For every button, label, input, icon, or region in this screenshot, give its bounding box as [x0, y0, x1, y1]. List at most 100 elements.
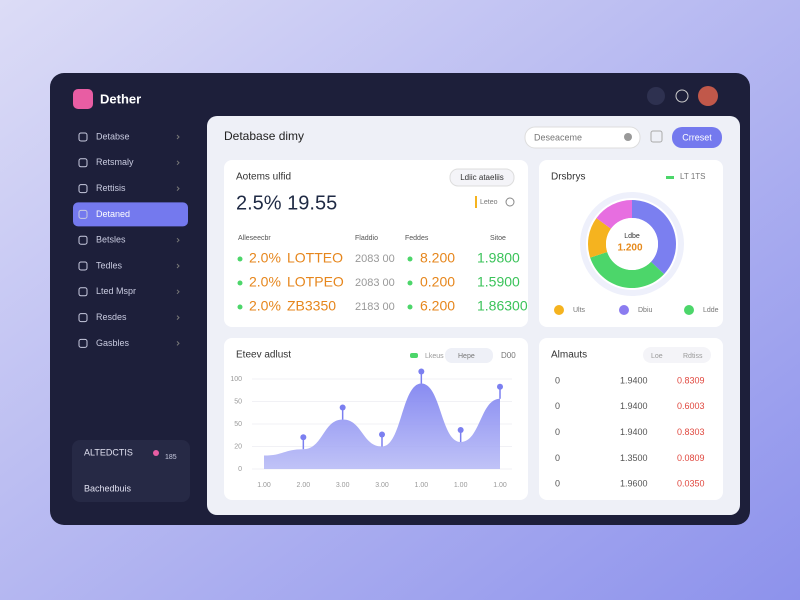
page-title: Detabase dimy: [224, 129, 304, 143]
nav-item[interactable]: Gasbles: [96, 338, 130, 348]
x-tick-label: 3.00: [375, 482, 389, 489]
nav-item[interactable]: Tedles: [96, 260, 123, 270]
primary-button[interactable]: [672, 127, 722, 148]
chevron: [176, 263, 180, 269]
card-title: Aotems ulfid: [236, 172, 291, 183]
donut-center-value: 1.200: [617, 243, 642, 254]
cell: 1.9600: [620, 479, 648, 489]
cell: 0.8303: [677, 427, 705, 437]
cell: 0.0809: [677, 453, 705, 463]
chevron: [176, 237, 180, 243]
nav-icon: [78, 209, 88, 219]
nav-item[interactable]: Detaned: [96, 209, 130, 219]
cell: 1.9400: [620, 427, 648, 437]
chevron: [176, 134, 180, 140]
nav-item[interactable]: Rettisis: [96, 183, 126, 193]
cell: 6.200: [420, 298, 455, 314]
legend-label: Ults: [573, 307, 586, 314]
icon-button[interactable]: [675, 89, 689, 103]
cell: 1.9800: [477, 250, 520, 266]
y-tick-label: 20: [234, 443, 242, 450]
cell: 0: [555, 375, 560, 385]
cell: 2.0%: [249, 250, 281, 266]
cell: 0.200: [420, 274, 455, 290]
cell: 2.0%: [249, 274, 281, 290]
donut: Ults Dbiu Ldde: [554, 200, 719, 315]
nav-item[interactable]: Lted Mspr: [96, 286, 136, 296]
donut-center-label: Ldbe: [624, 233, 640, 240]
nav-icon: [78, 261, 88, 271]
point: [379, 431, 385, 438]
avatar[interactable]: [698, 86, 718, 106]
cell: LOTTEO: [287, 250, 343, 266]
nav-icon: [78, 132, 88, 142]
promo-dot: [153, 450, 159, 456]
promo-badge: 185: [165, 454, 177, 461]
chevron: [176, 289, 180, 295]
area: [264, 383, 500, 469]
cell: LOTPEO: [287, 274, 344, 290]
x-tick-label: 1.00: [493, 482, 507, 489]
amounts-table: 0 1.9400 0.8309 0 1.9400 0.6003 0 1.9400 0.8303 0…: [555, 375, 705, 488]
promo-title: ALTEDCTIS: [84, 447, 133, 457]
nav-item[interactable]: Resdes: [96, 312, 127, 322]
big-value: 2.5% 19.55: [236, 192, 337, 214]
column-header: Sitoe: [490, 235, 506, 242]
donut-segment: [588, 218, 611, 258]
promo-card: [72, 440, 190, 502]
summary-card: [224, 160, 528, 327]
cell: 8.200: [420, 250, 455, 266]
legend-swatch: [684, 305, 694, 315]
amounts-card: [539, 338, 723, 500]
filter[interactable]: [449, 168, 515, 187]
x-tick-label: 1.00: [415, 482, 429, 489]
card-title: Almauts: [551, 350, 587, 361]
cell: 0: [555, 479, 560, 489]
filter-label: Ldiic ataeliis: [460, 173, 504, 182]
tag-bar: [475, 196, 477, 208]
toggle-option[interactable]: Lkeus: [425, 353, 444, 360]
cell: 1.9400: [620, 401, 648, 411]
nav-item[interactable]: Detabse: [96, 131, 130, 141]
cell: ZB3350: [287, 298, 336, 314]
sidebar: Detabse Retsmaly Rettisis Detaned Betsles Ted…: [73, 131, 188, 348]
tab[interactable]: Loe: [651, 353, 663, 360]
summary-table: Alleseecbr Fladdio Feddes Sitoe 2.0% LOTTEO 20…: [237, 235, 528, 314]
toggle-active[interactable]: [445, 348, 493, 363]
nav-icon: [78, 313, 88, 323]
column-header: Fladdio: [355, 235, 378, 242]
search-box[interactable]: [524, 126, 641, 149]
icon-button[interactable]: [650, 130, 663, 143]
logo-icon: [73, 89, 93, 109]
cell: 0.6003: [677, 401, 705, 411]
nav-icon: [78, 287, 88, 297]
nav-icon: [78, 184, 88, 194]
point: [339, 404, 346, 411]
search-icon: [624, 133, 632, 141]
cell: 2083 00: [355, 253, 395, 265]
row-dot: [237, 280, 243, 286]
nav-item[interactable]: Betsles: [96, 235, 126, 245]
tag-icon: [505, 197, 515, 207]
y-tick-label: 50: [234, 398, 242, 405]
cell: 0: [555, 427, 560, 437]
tabs: [643, 347, 711, 363]
tag: Leteo: [480, 199, 498, 206]
x-tick-label: 1.00: [257, 482, 271, 489]
x-tick-label: 1.00: [454, 482, 468, 489]
toggle-option[interactable]: Hepe: [458, 353, 475, 360]
cell: 0.0350: [677, 479, 705, 489]
chevron: [176, 186, 180, 191]
button-label: Crreset: [682, 132, 712, 142]
donut-segment: [596, 200, 632, 229]
legend-swatch: [554, 305, 564, 315]
nav-item[interactable]: Retsmaly: [96, 157, 134, 167]
tab[interactable]: Rdtiss: [683, 353, 703, 360]
promo-link[interactable]: Bachedbuis: [84, 483, 132, 493]
icon-button[interactable]: [647, 87, 665, 105]
donut-segment: [632, 200, 676, 275]
chevron: [176, 315, 180, 320]
logo: Dether: [100, 91, 141, 106]
